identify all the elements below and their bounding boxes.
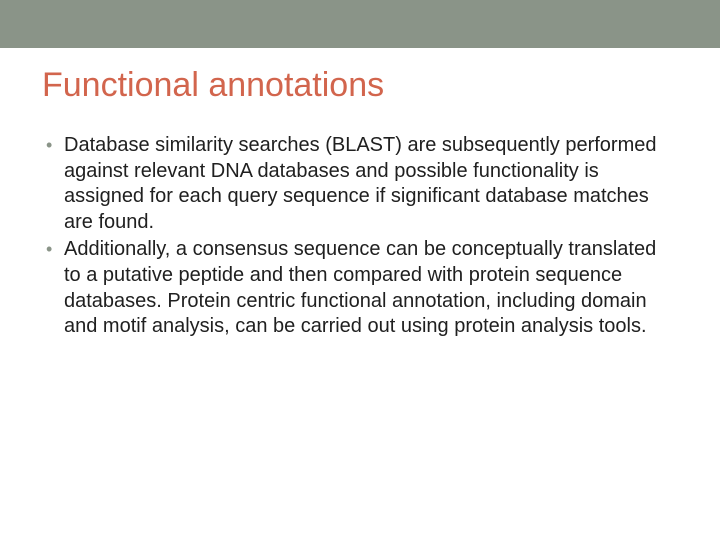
bullet-item: Database similarity searches (BLAST) are… (46, 133, 678, 235)
bullet-list: Database similarity searches (BLAST) are… (42, 133, 678, 340)
slide-content: Functional annotations Database similari… (0, 48, 720, 340)
slide-title: Functional annotations (42, 66, 678, 105)
bullet-item: Additionally, a consensus sequence can b… (46, 237, 678, 339)
top-accent-bar (0, 0, 720, 48)
